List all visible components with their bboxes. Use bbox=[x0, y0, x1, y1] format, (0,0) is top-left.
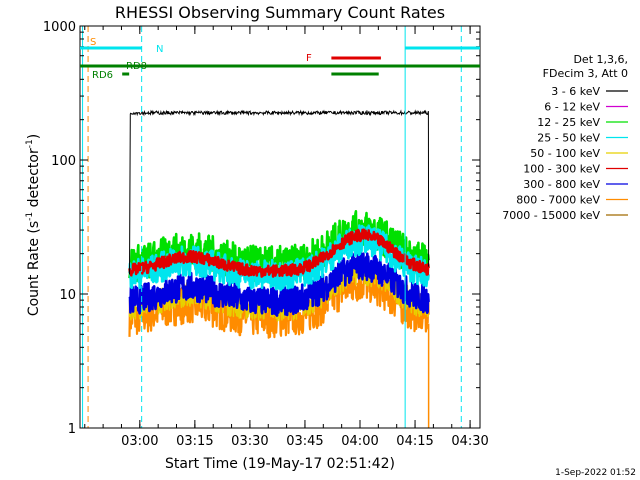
x-tick-label: 03:15 bbox=[176, 434, 213, 449]
y-axis-label-main: Count Rate (s bbox=[26, 221, 42, 316]
footer-timestamp: 1-Sep-2022 01:52 bbox=[555, 468, 636, 478]
axes: 1 10 100 1000 03:00 03:15 03:30 03:45 04:00 04:15… bbox=[43, 20, 489, 449]
flag-bars: S N F RD6 RD8 bbox=[80, 37, 480, 81]
legend: Det 1,3,6, FDecim 3, Att 0 3 - 6 keV 6 - … bbox=[502, 53, 628, 222]
y-axis-label-mid: detector bbox=[26, 148, 42, 212]
series-line-100-300keV bbox=[128, 228, 430, 278]
x-tick-label: 04:00 bbox=[341, 434, 378, 449]
y-tick-label: 1 bbox=[68, 422, 76, 437]
y-axis-label-end: ) bbox=[26, 134, 42, 139]
x-tick-label: 03:45 bbox=[286, 434, 323, 449]
legend-entry-label: 7000 - 15000 keV bbox=[502, 209, 600, 222]
flag-label-rd6: RD6 bbox=[92, 70, 113, 81]
flag-label-s: S bbox=[90, 37, 96, 48]
y-tick-label: 10 bbox=[59, 288, 76, 303]
x-tick-label: 03:00 bbox=[121, 434, 158, 449]
x-tick-label: 04:15 bbox=[396, 434, 433, 449]
plot-area bbox=[82, 26, 462, 428]
x-tick-label: 03:30 bbox=[231, 434, 268, 449]
legend-header-line-2: FDecim 3, Att 0 bbox=[543, 67, 628, 80]
y-axis-label-sup2: -1 bbox=[25, 139, 35, 148]
legend-header-line-1: Det 1,3,6, bbox=[573, 53, 628, 66]
x-axis-label: Start Time (19-May-17 02:51:42) bbox=[165, 456, 395, 472]
legend-entry-label: 100 - 300 keV bbox=[523, 163, 600, 176]
legend-entry-label: 6 - 12 keV bbox=[544, 101, 600, 114]
legend-entry-label: 50 - 100 keV bbox=[530, 147, 600, 160]
series-line-300-800keV bbox=[128, 252, 430, 317]
chart-title: RHESSI Observing Summary Count Rates bbox=[115, 3, 445, 22]
legend-entry-label: 12 - 25 keV bbox=[537, 116, 600, 129]
flag-label-f: F bbox=[306, 53, 312, 64]
y-tick-label: 100 bbox=[51, 154, 76, 169]
plot-frame bbox=[79, 25, 481, 429]
legend-entry-label: 800 - 7000 keV bbox=[516, 194, 600, 207]
flag-label-n: N bbox=[156, 44, 163, 55]
y-axis-label: Count Rate (s-1 detector-1) bbox=[25, 134, 42, 316]
flag-label-rd8: RD8 bbox=[126, 61, 147, 72]
y-axis-label-sup1: -1 bbox=[25, 212, 35, 221]
x-tick-label: 04:30 bbox=[451, 434, 488, 449]
series-line-3-6-kev bbox=[129, 109, 430, 275]
legend-entry-label: 25 - 50 keV bbox=[537, 132, 600, 145]
y-tick-label: 1000 bbox=[43, 20, 76, 35]
legend-entry-label: 3 - 6 keV bbox=[551, 85, 600, 98]
legend-entry-label: 300 - 800 keV bbox=[523, 178, 600, 191]
